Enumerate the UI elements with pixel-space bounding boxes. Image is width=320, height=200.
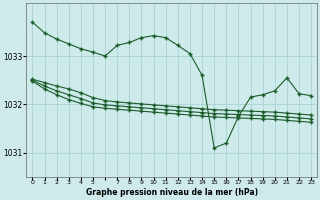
X-axis label: Graphe pression niveau de la mer (hPa): Graphe pression niveau de la mer (hPa) (86, 188, 258, 197)
